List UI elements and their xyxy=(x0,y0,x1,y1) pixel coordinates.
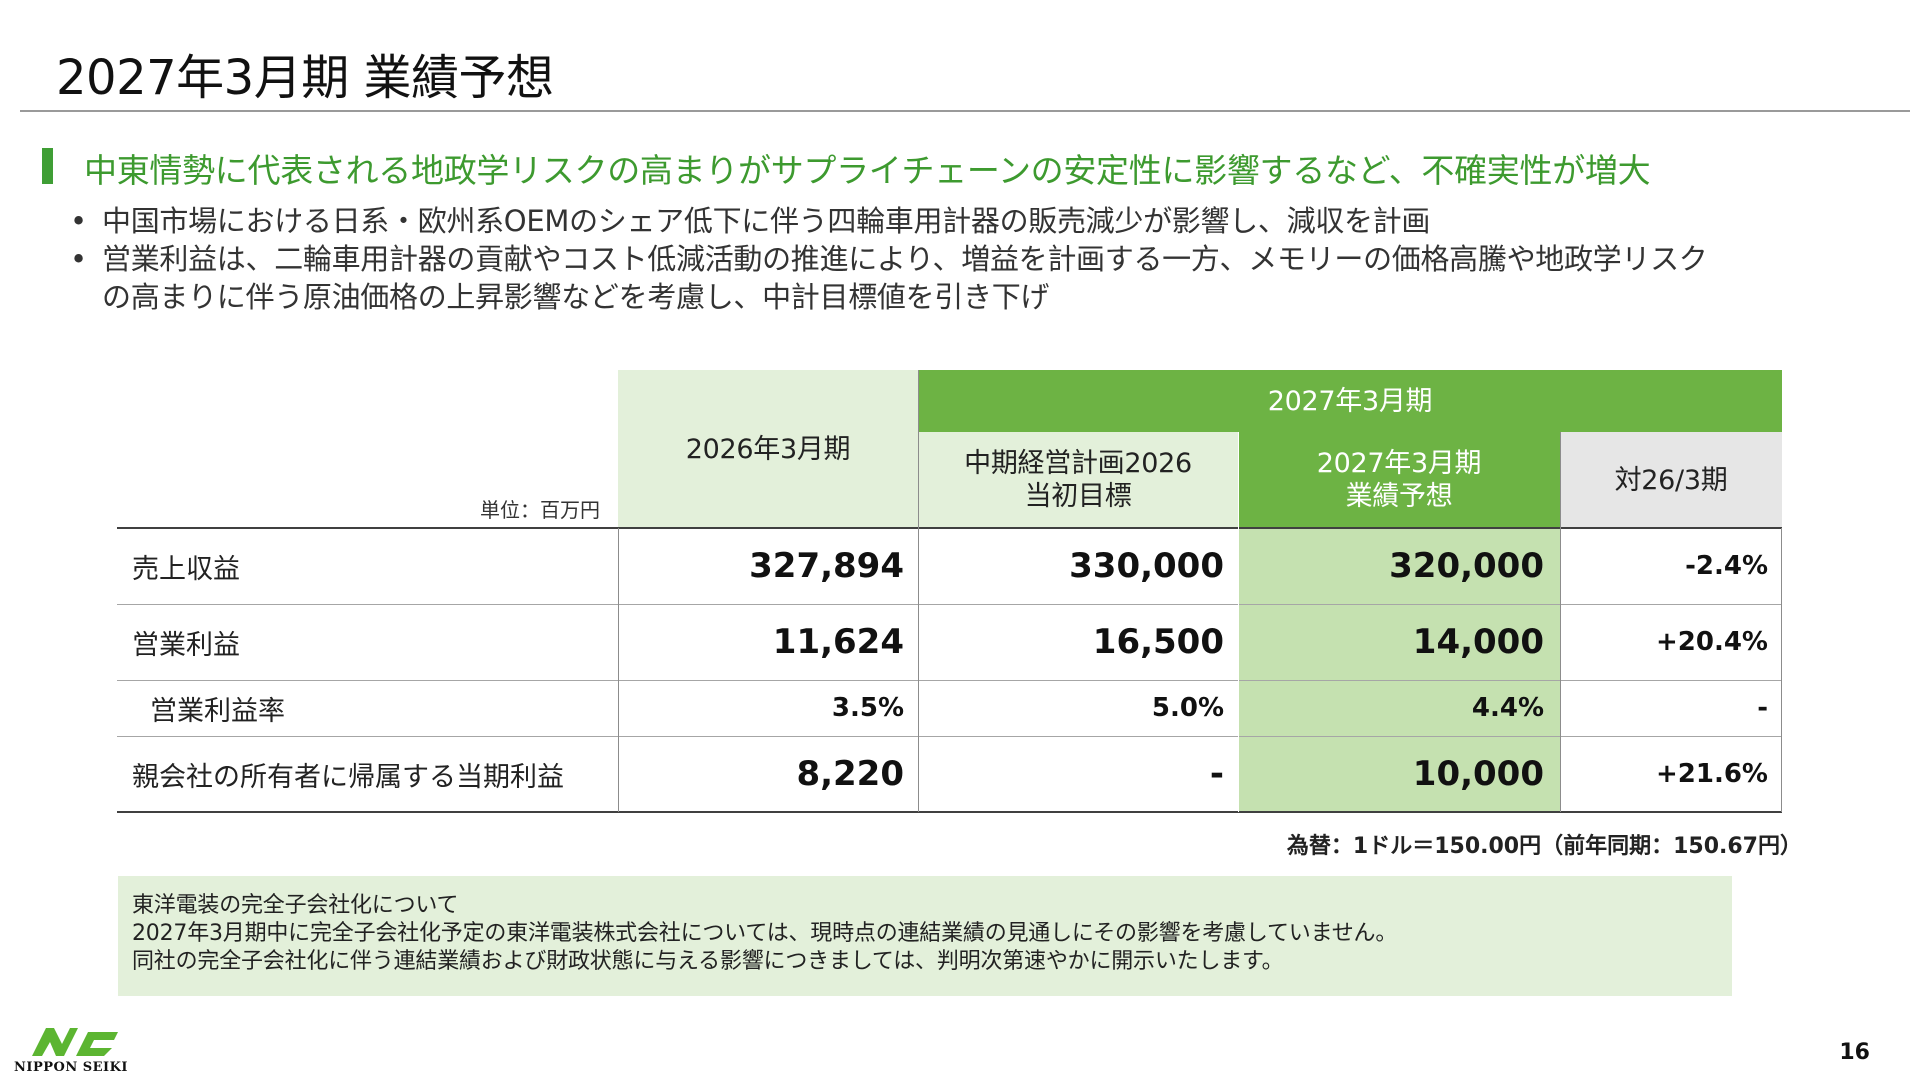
note-line: 2027年3月期中に完全子会社化予定の東洋電装株式会社については、現時点の連結業… xyxy=(132,921,1398,946)
cell-revenue-plan: 330,000 xyxy=(1069,546,1224,586)
header-vs-prior: 対26/3期 xyxy=(1560,432,1782,528)
row-label-net-income: 親会社の所有者に帰属する当期利益 xyxy=(132,761,564,793)
table-right-border xyxy=(1781,528,1782,812)
cell-op-margin-change: - xyxy=(1757,693,1768,723)
forecast-column-highlight xyxy=(1238,528,1560,812)
header-forecast-line2: 業績予想 xyxy=(1345,481,1453,512)
row-divider xyxy=(117,736,1782,737)
bullet-item: • 中国市場における日系・欧州系OEMのシェア低下に伴う四輪車用計器の販売減少が… xyxy=(70,202,1850,240)
cell-op-margin-fy2026: 3.5% xyxy=(831,693,904,723)
cell-revenue-forecast: 320,000 xyxy=(1389,546,1544,586)
bullet-item: • 営業利益は、二輪車用計器の貢献やコスト低減活動の推進により、増益を計画する一… xyxy=(70,240,1850,316)
row-divider xyxy=(117,680,1782,681)
bullet-dot: • xyxy=(70,242,87,276)
header-midterm-line2: 当初目標 xyxy=(1024,481,1132,512)
header-group-label: 2027年3月期 xyxy=(1267,385,1433,417)
header-midterm-plan: 中期経営計画2026 当初目標 xyxy=(918,432,1238,528)
bullet-dot: • xyxy=(70,204,87,238)
cell-revenue-change: -2.4% xyxy=(1685,551,1768,581)
cell-net-income-fy2026: 8,220 xyxy=(796,754,904,794)
bullet-list: • 中国市場における日系・欧州系OEMのシェア低下に伴う四輪車用計器の販売減少が… xyxy=(70,202,1850,316)
column-divider xyxy=(1238,432,1239,812)
cell-op-margin-plan: 5.0% xyxy=(1151,693,1224,723)
logo-wordmark: NIPPON SEIKI xyxy=(14,1060,129,1075)
title-divider xyxy=(20,110,1910,112)
note-title: 東洋電装の完全子会社化について xyxy=(132,893,459,918)
headline-marker xyxy=(42,148,53,184)
subsidiary-note: 東洋電装の完全子会社化について 2027年3月期中に完全子会社化予定の東洋電装株… xyxy=(118,876,1732,996)
table-bottom-rule xyxy=(117,811,1782,813)
page-title: 2027年3月期 業績予想 xyxy=(56,50,554,106)
note-line: 同社の完全子会社化に伴う連結業績および財政状態に与える影響につきましては、判明次… xyxy=(132,949,1284,974)
header-fy2026: 2026年3月期 xyxy=(618,370,918,528)
header-forecast: 2027年3月期 業績予想 xyxy=(1238,432,1560,528)
row-divider xyxy=(117,604,1782,605)
header-vs-prior-label: 対26/3期 xyxy=(1614,464,1728,496)
bullet-line: 営業利益は、二輪車用計器の貢献やコスト低減活動の推進により、増益を計画する一方、… xyxy=(102,242,1708,276)
cell-net-income-plan: - xyxy=(1209,754,1224,794)
column-divider xyxy=(618,528,619,812)
nippon-seiki-logo xyxy=(32,1028,118,1056)
column-divider xyxy=(918,370,919,812)
page-number: 16 xyxy=(1839,1040,1870,1065)
headline: 中東情勢に代表される地政学リスクの高まりがサプライチェーンの安定性に影響するなど… xyxy=(84,151,1651,190)
cell-net-income-forecast: 10,000 xyxy=(1412,754,1544,794)
row-label-revenue: 売上収益 xyxy=(132,553,240,585)
row-label-operating-margin: 営業利益率 xyxy=(150,695,285,727)
column-divider xyxy=(1560,432,1561,812)
header-group-fy2027: 2027年3月期 xyxy=(918,370,1782,432)
bullet-line: の高まりに伴う原油価格の上昇影響などを考慮し、中計目標値を引き下げ xyxy=(102,280,1050,314)
cell-op-profit-plan: 16,500 xyxy=(1092,622,1224,662)
bullet-line: 中国市場における日系・欧州系OEMのシェア低下に伴う四輪車用計器の販売減少が影響… xyxy=(102,204,1431,238)
unit-label: 単位：百万円 xyxy=(480,498,600,522)
header-forecast-line1: 2027年3月期 xyxy=(1316,448,1482,479)
cell-op-profit-change: +20.4% xyxy=(1656,627,1768,657)
header-midterm-line1: 中期経営計画2026 xyxy=(964,448,1192,479)
fx-rate-note: 為替：1ドル＝150.00円（前年同期：150.67円） xyxy=(1286,834,1802,859)
cell-op-profit-fy2026: 11,624 xyxy=(772,622,904,662)
row-label-operating-profit: 営業利益 xyxy=(132,629,240,661)
cell-net-income-change: +21.6% xyxy=(1656,759,1768,789)
cell-op-profit-forecast: 14,000 xyxy=(1412,622,1544,662)
cell-revenue-fy2026: 327,894 xyxy=(749,546,904,586)
cell-op-margin-forecast: 4.4% xyxy=(1471,693,1544,723)
table-top-rule xyxy=(117,527,1782,529)
header-fy2026-label: 2026年3月期 xyxy=(685,433,851,465)
